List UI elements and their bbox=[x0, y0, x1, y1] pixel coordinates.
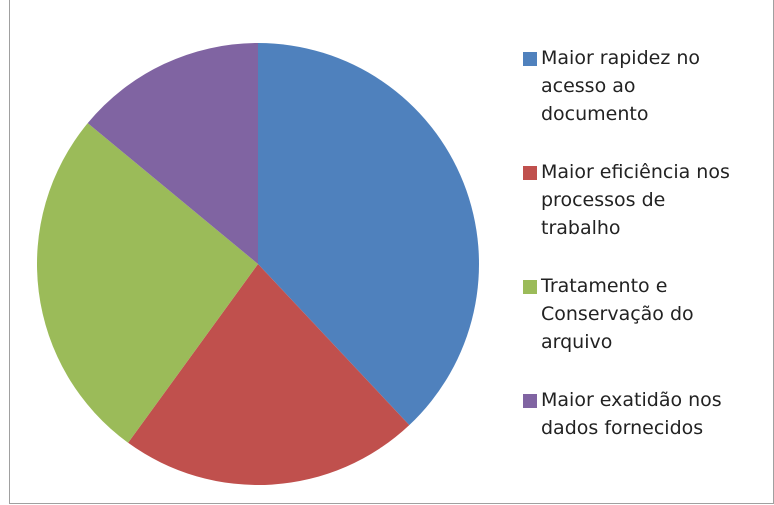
legend-item: Tratamento e Conservação do arquivo bbox=[521, 272, 746, 356]
legend-swatch bbox=[523, 280, 537, 294]
legend: Maior rapidez no acesso ao documento Maio… bbox=[521, 44, 761, 472]
chart: Maior rapidez no acesso ao documento Maio… bbox=[9, 0, 774, 504]
legend-label: Maior exatidão nos dados fornecidos bbox=[541, 389, 722, 439]
legend-swatch bbox=[523, 52, 537, 66]
legend-label: Tratamento e Conservação do arquivo bbox=[541, 275, 694, 353]
legend-label: Maior eficiência nos processos de trabal… bbox=[541, 161, 730, 239]
legend-label: Maior rapidez no acesso ao documento bbox=[541, 47, 701, 125]
legend-swatch bbox=[523, 394, 537, 408]
legend-item: Maior eficiência nos processos de trabal… bbox=[521, 158, 746, 242]
legend-item: Maior rapidez no acesso ao documento bbox=[521, 44, 746, 128]
pie-slice bbox=[258, 43, 480, 426]
legend-item: Maior exatidão nos dados fornecidos bbox=[521, 386, 746, 442]
pie-area bbox=[36, 43, 480, 486]
pie-slice bbox=[87, 43, 258, 264]
pie-slice bbox=[36, 123, 259, 443]
legend-swatch bbox=[523, 166, 537, 180]
pie-slice bbox=[128, 264, 410, 486]
